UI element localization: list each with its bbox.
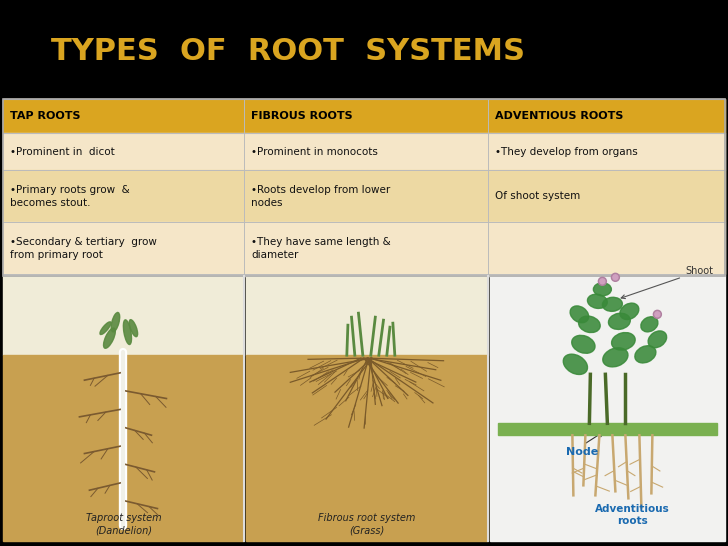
- Ellipse shape: [641, 317, 658, 332]
- Ellipse shape: [570, 306, 589, 323]
- Text: Fibrous root system
(Grass): Fibrous root system (Grass): [318, 513, 416, 536]
- Bar: [3, 355, 244, 541]
- Circle shape: [612, 274, 620, 281]
- Circle shape: [613, 275, 618, 280]
- Ellipse shape: [612, 333, 635, 350]
- Text: Taproot system
(Dandelion): Taproot system (Dandelion): [86, 513, 162, 536]
- Circle shape: [598, 277, 606, 286]
- Ellipse shape: [103, 328, 115, 348]
- Text: Of shoot system: Of shoot system: [495, 191, 580, 201]
- Bar: [3, 276, 244, 355]
- Text: •They develop from organs: •They develop from organs: [495, 147, 638, 157]
- Bar: [488, 99, 725, 133]
- Bar: [244, 170, 488, 222]
- Text: TAP ROOTS: TAP ROOTS: [10, 111, 81, 121]
- Text: •Prominent in monocots: •Prominent in monocots: [251, 147, 378, 157]
- Text: Adventitious: Adventitious: [595, 503, 670, 514]
- Ellipse shape: [130, 319, 138, 337]
- Circle shape: [655, 312, 660, 317]
- Bar: [490, 276, 725, 541]
- Text: •Secondary & tertiary  grow
from primary root: •Secondary & tertiary grow from primary …: [10, 237, 157, 259]
- Ellipse shape: [111, 312, 119, 332]
- Ellipse shape: [648, 331, 667, 348]
- Bar: [3, 99, 725, 276]
- Ellipse shape: [579, 316, 600, 333]
- Ellipse shape: [593, 283, 612, 296]
- Ellipse shape: [100, 322, 111, 335]
- Text: •Prominent in  dicot: •Prominent in dicot: [10, 147, 115, 157]
- Ellipse shape: [123, 320, 132, 345]
- Bar: [246, 276, 488, 355]
- Bar: [498, 423, 717, 435]
- Text: TYPES  OF  ROOT  SYSTEMS: TYPES OF ROOT SYSTEMS: [51, 37, 525, 66]
- Ellipse shape: [635, 346, 656, 363]
- Text: Shoot: Shoot: [621, 266, 713, 299]
- Ellipse shape: [571, 335, 595, 353]
- Bar: [3, 222, 244, 274]
- Circle shape: [600, 279, 605, 284]
- Ellipse shape: [620, 303, 638, 319]
- Bar: [3, 170, 244, 222]
- Bar: [244, 222, 488, 274]
- Bar: [488, 170, 725, 222]
- Text: ADVENTIOUS ROOTS: ADVENTIOUS ROOTS: [495, 111, 623, 121]
- Bar: [488, 133, 725, 170]
- Bar: [3, 99, 244, 133]
- Bar: [488, 222, 725, 274]
- Circle shape: [654, 310, 661, 318]
- Text: •Primary roots grow  &
becomes stout.: •Primary roots grow & becomes stout.: [10, 185, 130, 207]
- Bar: [246, 355, 488, 541]
- Bar: [3, 99, 725, 276]
- Bar: [3, 133, 244, 170]
- Ellipse shape: [609, 313, 630, 329]
- Text: Node: Node: [566, 447, 598, 458]
- Text: •Roots develop from lower
nodes: •Roots develop from lower nodes: [251, 185, 390, 207]
- Text: FIBROUS ROOTS: FIBROUS ROOTS: [251, 111, 352, 121]
- Text: •They have same length &
diameter: •They have same length & diameter: [251, 237, 391, 259]
- Bar: [244, 133, 488, 170]
- Ellipse shape: [602, 297, 622, 311]
- Text: roots: roots: [617, 515, 648, 526]
- Ellipse shape: [603, 348, 628, 367]
- Bar: [244, 99, 488, 133]
- Ellipse shape: [563, 354, 587, 375]
- Ellipse shape: [587, 294, 607, 308]
